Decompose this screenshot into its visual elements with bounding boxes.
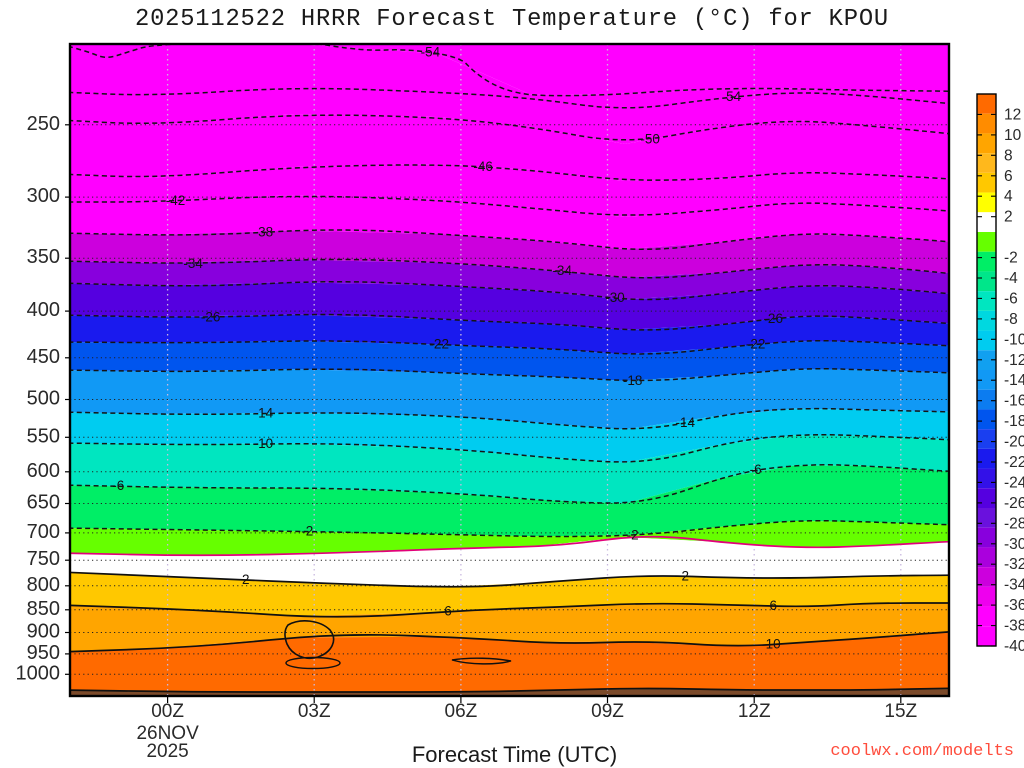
svg-text:950: 950 bbox=[27, 642, 60, 664]
svg-text:-10: -10 bbox=[254, 436, 274, 451]
svg-text:-6: -6 bbox=[1004, 290, 1018, 307]
svg-text:6: 6 bbox=[444, 604, 452, 619]
svg-text:-46: -46 bbox=[473, 159, 493, 174]
svg-text:-54: -54 bbox=[421, 44, 441, 59]
svg-text:-12: -12 bbox=[1004, 352, 1024, 369]
svg-text:-38: -38 bbox=[1004, 618, 1024, 635]
svg-text:-30: -30 bbox=[605, 290, 625, 305]
svg-text:-34: -34 bbox=[1004, 577, 1024, 594]
svg-text:-24: -24 bbox=[1004, 474, 1024, 491]
svg-text:54: 54 bbox=[726, 89, 742, 104]
svg-text:-2: -2 bbox=[627, 527, 639, 542]
svg-text:-34: -34 bbox=[183, 256, 203, 271]
svg-text:12: 12 bbox=[1004, 106, 1021, 123]
svg-text:-38: -38 bbox=[254, 224, 274, 239]
svg-text:500: 500 bbox=[27, 388, 60, 410]
svg-text:00Z: 00Z bbox=[151, 701, 184, 722]
svg-text:850: 850 bbox=[27, 598, 60, 620]
svg-text:-28: -28 bbox=[1004, 515, 1024, 532]
svg-text:-20: -20 bbox=[1004, 434, 1024, 451]
svg-text:-6: -6 bbox=[112, 478, 124, 493]
svg-text:900: 900 bbox=[27, 621, 60, 643]
svg-text:300: 300 bbox=[27, 185, 60, 207]
svg-text:-26: -26 bbox=[763, 311, 783, 326]
svg-text:650: 650 bbox=[27, 492, 60, 514]
svg-text:450: 450 bbox=[27, 346, 60, 368]
svg-text:800: 800 bbox=[27, 574, 60, 596]
svg-text:-18: -18 bbox=[623, 373, 643, 388]
svg-text:15Z: 15Z bbox=[884, 701, 917, 722]
svg-text:-2: -2 bbox=[301, 524, 313, 539]
svg-text:-22: -22 bbox=[429, 337, 449, 352]
svg-text:8: 8 bbox=[1004, 147, 1013, 164]
svg-text:6: 6 bbox=[1004, 168, 1013, 185]
svg-text:-6: -6 bbox=[750, 462, 762, 477]
svg-text:-30: -30 bbox=[1004, 536, 1024, 553]
svg-text:-16: -16 bbox=[1004, 393, 1024, 410]
svg-text:2: 2 bbox=[682, 568, 690, 583]
svg-text:750: 750 bbox=[27, 548, 60, 570]
svg-text:-14: -14 bbox=[254, 406, 274, 421]
svg-text:-10: -10 bbox=[1004, 331, 1024, 348]
svg-text:-40: -40 bbox=[1004, 638, 1024, 655]
svg-text:-14: -14 bbox=[1004, 372, 1024, 389]
svg-text:350: 350 bbox=[27, 246, 60, 268]
svg-text:2025: 2025 bbox=[146, 741, 188, 762]
svg-text:10: 10 bbox=[1004, 127, 1022, 144]
svg-text:-36: -36 bbox=[1004, 597, 1024, 614]
svg-text:-42: -42 bbox=[166, 193, 186, 208]
svg-text:03Z: 03Z bbox=[298, 701, 331, 722]
svg-text:-2: -2 bbox=[1004, 250, 1018, 267]
svg-text:6: 6 bbox=[769, 598, 777, 613]
svg-text:400: 400 bbox=[27, 299, 60, 321]
svg-text:-26: -26 bbox=[1004, 495, 1024, 512]
svg-text:1000: 1000 bbox=[16, 662, 61, 684]
svg-text:10: 10 bbox=[766, 637, 781, 652]
svg-text:-26: -26 bbox=[201, 310, 221, 325]
svg-text:06Z: 06Z bbox=[445, 701, 478, 722]
svg-text:09Z: 09Z bbox=[591, 701, 624, 722]
svg-text:2: 2 bbox=[242, 572, 250, 587]
svg-text:-22: -22 bbox=[746, 336, 766, 351]
svg-text:550: 550 bbox=[27, 425, 60, 447]
svg-text:250: 250 bbox=[27, 113, 60, 135]
svg-text:2: 2 bbox=[1004, 209, 1013, 226]
svg-text:-18: -18 bbox=[1004, 413, 1024, 430]
svg-text:-22: -22 bbox=[1004, 454, 1024, 471]
svg-text:-34: -34 bbox=[552, 263, 572, 278]
svg-text:12Z: 12Z bbox=[738, 701, 771, 722]
svg-text:4: 4 bbox=[1004, 188, 1013, 205]
svg-text:-50: -50 bbox=[640, 132, 660, 147]
svg-text:-14: -14 bbox=[676, 415, 696, 430]
svg-text:Forecast Time (UTC): Forecast Time (UTC) bbox=[412, 742, 617, 767]
svg-text:-4: -4 bbox=[1004, 270, 1018, 287]
svg-text:-8: -8 bbox=[1004, 311, 1018, 328]
svg-text:700: 700 bbox=[27, 521, 60, 543]
svg-text:600: 600 bbox=[27, 460, 60, 482]
svg-text:-32: -32 bbox=[1004, 556, 1024, 573]
